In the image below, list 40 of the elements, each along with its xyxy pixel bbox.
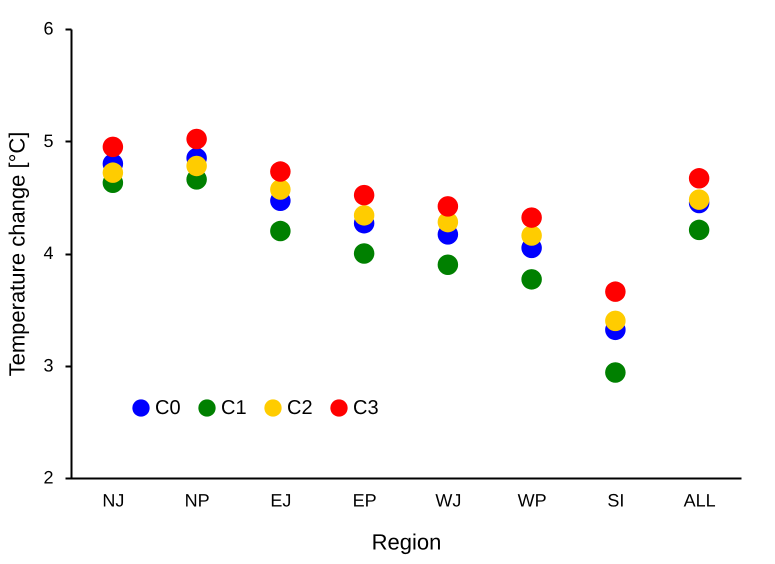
x-tick-label: ALL [684,490,716,510]
x-tick-label: WJ [435,490,462,510]
y-axis-title: Temperature change [°C] [4,132,30,376]
x-tick-label: WP [518,490,547,510]
point [688,168,710,189]
point [102,162,124,183]
point [186,128,207,150]
x-tick-label: EJ [270,490,292,510]
x-tick-label: EP [352,490,377,510]
point [605,310,626,332]
point [270,161,291,182]
point [270,179,291,200]
legend-label: C0 [155,397,181,419]
point [521,269,542,290]
x-tick-label: NP [184,490,210,510]
y-tick-label: 4 [43,243,54,263]
y-tick-label: 5 [43,130,54,151]
legend-label: C1 [221,397,247,419]
point [605,281,626,302]
point [270,220,291,242]
point [688,220,710,240]
point [354,205,374,226]
y-tick-label: 3 [43,355,54,376]
point [354,243,374,264]
point [102,136,124,158]
x-tick-label: SI [607,490,624,510]
x-axis-title: Region [372,530,442,554]
point [438,254,458,275]
point [521,207,542,228]
point [688,189,710,210]
point [186,156,207,176]
point [438,196,458,217]
y-tick-label: 2 [43,468,54,488]
x-tick-label: NJ [102,490,124,510]
point [605,362,626,383]
y-tick-label: 6 [43,18,54,38]
legend-label: C3 [353,397,379,419]
legend-label: C2 [287,397,313,419]
point [354,184,374,206]
point [521,225,542,246]
